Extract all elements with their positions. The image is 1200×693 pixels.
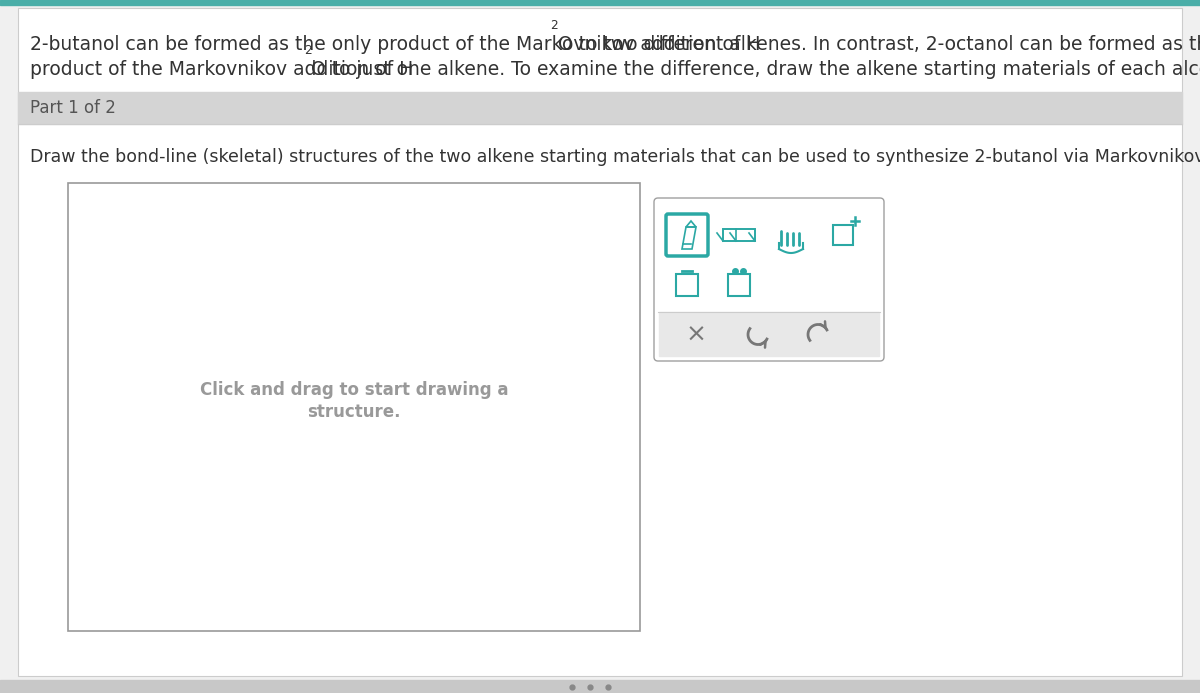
FancyBboxPatch shape: [654, 198, 884, 361]
Bar: [0, 680, 1200, 693]
Bar: [68, 183, 640, 631]
Text: O to two different alkenes. In contrast, 2-octanol can be formed as the only: O to two different alkenes. In contrast,…: [558, 35, 1200, 54]
Text: ×: ×: [685, 322, 707, 346]
Bar: [833, 225, 853, 245]
Text: 2: 2: [551, 19, 558, 32]
Bar: [728, 274, 750, 296]
Text: 2: 2: [304, 44, 312, 57]
Text: product of the Markovnikov addition of H: product of the Markovnikov addition of H: [30, 60, 413, 79]
Bar: [659, 312, 878, 356]
Text: Part 1 of 2: Part 1 of 2: [30, 99, 116, 117]
Text: Draw the bond-line (skeletal) structures of the two alkene starting materials th: Draw the bond-line (skeletal) structures…: [30, 148, 1200, 166]
FancyBboxPatch shape: [666, 214, 708, 256]
Bar: [18, 92, 1182, 124]
Bar: [0, 0, 1200, 5]
Bar: [676, 274, 698, 296]
Text: 2-butanol can be formed as the only product of the Markovnikov addition of H: 2-butanol can be formed as the only prod…: [30, 35, 761, 54]
Text: O to just one alkene. To examine the difference, draw the alkene starting materi: O to just one alkene. To examine the dif…: [311, 60, 1200, 79]
Text: structure.: structure.: [307, 403, 401, 421]
Text: Click and drag to start drawing a: Click and drag to start drawing a: [199, 381, 509, 399]
